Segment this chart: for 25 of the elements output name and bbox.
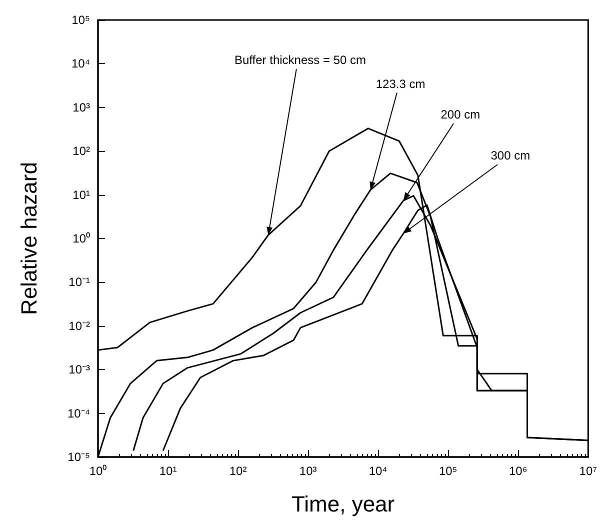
y-tick-label: 10²: [72, 144, 90, 158]
x-tick-label: 10⁰: [89, 464, 107, 478]
x-tick-label: 10³: [299, 464, 317, 478]
y-tick-label: 10³: [72, 100, 90, 114]
x-tick-label: 10⁶: [508, 464, 528, 478]
x-tick-label: 10²: [229, 464, 247, 478]
y-tick-label: 10⁻¹: [68, 275, 90, 290]
x-tick-label: 10¹: [159, 464, 177, 478]
annotation: 123.3 cm: [376, 76, 426, 91]
y-tick-label: 10⁻³: [68, 362, 90, 377]
x-axis-title: Time, year: [292, 492, 395, 516]
y-tick-label: 10⁴: [71, 56, 90, 71]
y-tick-label: 10⁰: [72, 232, 90, 246]
annotation: 300 cm: [490, 148, 530, 163]
y-tick-label: 10⁻⁴: [67, 406, 90, 420]
y-axis-title: Relative hazard: [16, 162, 42, 315]
annotation: 200 cm: [440, 108, 480, 122]
y-tick-label: 10⁵: [72, 13, 90, 27]
y-tick-label: 10¹: [72, 188, 90, 202]
x-tick-label: 10⁷: [579, 464, 598, 478]
x-tick-label: 10⁵: [438, 464, 458, 478]
annotation: Buffer thickness = 50 cm: [234, 53, 366, 68]
x-tick-label: 10⁴: [368, 464, 388, 478]
y-tick-label: 10⁻²: [68, 318, 90, 333]
y-tick-label: 10⁻⁵: [68, 450, 90, 464]
